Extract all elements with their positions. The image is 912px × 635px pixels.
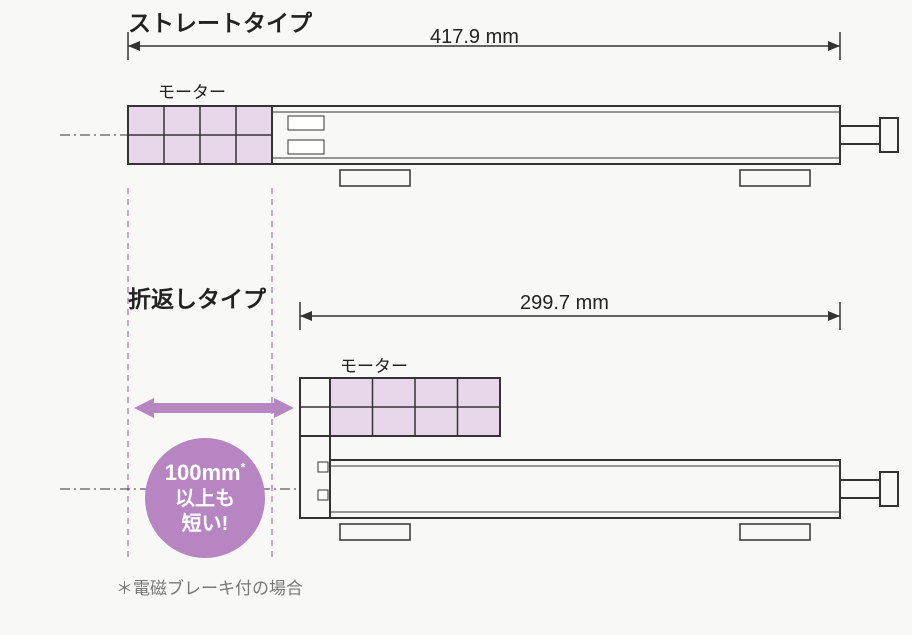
badge-line2: 以上も <box>175 487 235 512</box>
badge-line1: 100mm <box>165 460 241 485</box>
dimension-top: 417.9 mm <box>430 26 519 49</box>
motor-label-bottom: モーター <box>340 352 408 377</box>
title-folded-type: 折返しタイプ <box>128 280 266 314</box>
diagram-svg <box>0 0 912 630</box>
dimension-bottom: 299.7 mm <box>520 292 609 315</box>
callout-badge: 100mm* 以上も 短い! <box>145 438 265 558</box>
title-straight-type: ストレートタイプ <box>128 4 312 38</box>
figure-root: ストレートタイプ 折返しタイプ モーター モーター 417.9 mm 299.7… <box>0 0 912 630</box>
motor-label-top: モーター <box>158 78 226 103</box>
badge-line3: 短い! <box>182 512 229 537</box>
footnote: ＊電磁ブレーキ付の場合 <box>116 574 303 599</box>
badge-asterisk: * <box>241 461 246 475</box>
